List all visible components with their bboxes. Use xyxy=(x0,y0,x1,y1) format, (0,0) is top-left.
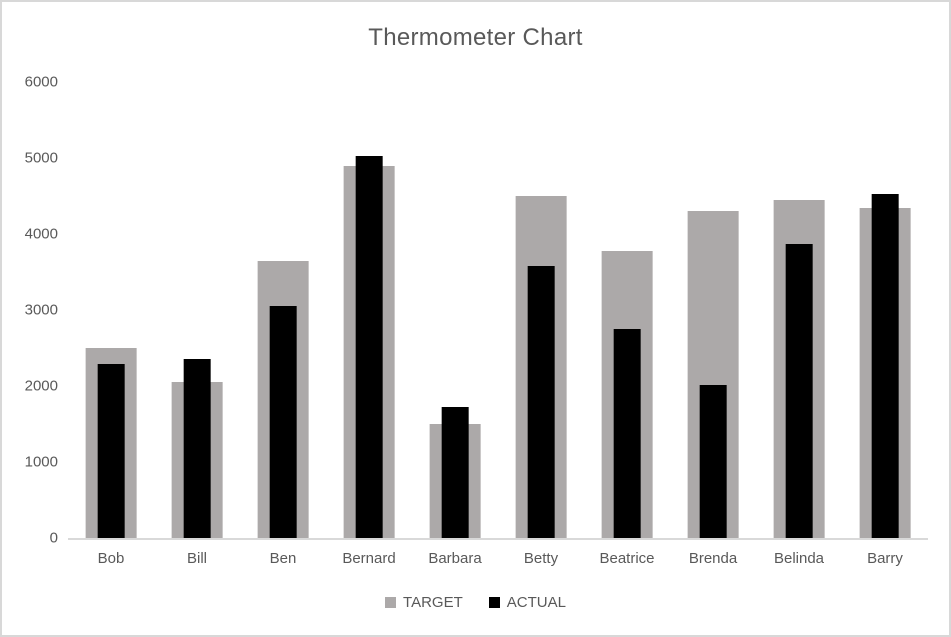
category-label: Beatrice xyxy=(599,550,655,567)
actual-bar xyxy=(699,385,727,538)
actual-bar xyxy=(97,363,125,538)
y-axis: 6000 5000 4000 3000 2000 1000 0 xyxy=(2,74,58,547)
legend-item-target: TARGET xyxy=(385,594,463,611)
actual-bar xyxy=(613,329,641,538)
legend: TARGET ACTUAL xyxy=(2,594,949,611)
legend-swatch-actual-icon xyxy=(488,597,500,608)
legend-item-actual: ACTUAL xyxy=(488,594,566,611)
category-label: Barbara xyxy=(428,550,482,567)
category-slot xyxy=(68,82,154,538)
category-slot xyxy=(326,82,412,538)
actual-bar xyxy=(183,359,211,538)
category-slot xyxy=(240,82,326,538)
y-tick-label: 5000 xyxy=(24,149,58,167)
y-tick-label: 0 xyxy=(49,529,58,547)
y-tick-label: 6000 xyxy=(24,73,58,91)
chart-title: Thermometer Chart xyxy=(368,24,583,51)
category-label: Bill xyxy=(186,550,207,567)
category-label: Bernard xyxy=(342,550,396,567)
category-slot xyxy=(154,82,240,538)
category-slot xyxy=(842,82,928,538)
x-axis: Bob Bill Ben Bernard Barbara Betty Beatrice Bre… xyxy=(68,550,928,567)
plot-area xyxy=(68,82,928,540)
actual-bar xyxy=(355,156,383,538)
category-slot xyxy=(498,82,584,538)
category-label: Ben xyxy=(269,550,297,567)
actual-bar xyxy=(441,406,469,538)
y-tick-label: 1000 xyxy=(24,453,58,471)
category-slot xyxy=(670,82,756,538)
category-slot xyxy=(412,82,498,538)
category-label: Bob xyxy=(97,550,125,567)
y-tick-label: 2000 xyxy=(24,377,58,395)
category-label: Brenda xyxy=(688,550,738,567)
category-label: Belinda xyxy=(773,550,825,567)
category-slot xyxy=(584,82,670,538)
actual-bar xyxy=(269,306,297,538)
category-label: Betty xyxy=(523,550,559,567)
y-tick-label: 3000 xyxy=(24,301,58,319)
actual-bar xyxy=(871,194,899,538)
category-slot xyxy=(756,82,842,538)
bar-series-container xyxy=(68,82,928,538)
actual-bar xyxy=(785,243,813,538)
category-label: Barry xyxy=(867,550,903,567)
y-tick-label: 4000 xyxy=(24,225,58,243)
legend-label-actual: ACTUAL xyxy=(506,594,566,611)
legend-swatch-target-icon xyxy=(385,597,397,608)
legend-label-target: TARGET xyxy=(403,594,463,611)
actual-bar xyxy=(527,265,555,538)
